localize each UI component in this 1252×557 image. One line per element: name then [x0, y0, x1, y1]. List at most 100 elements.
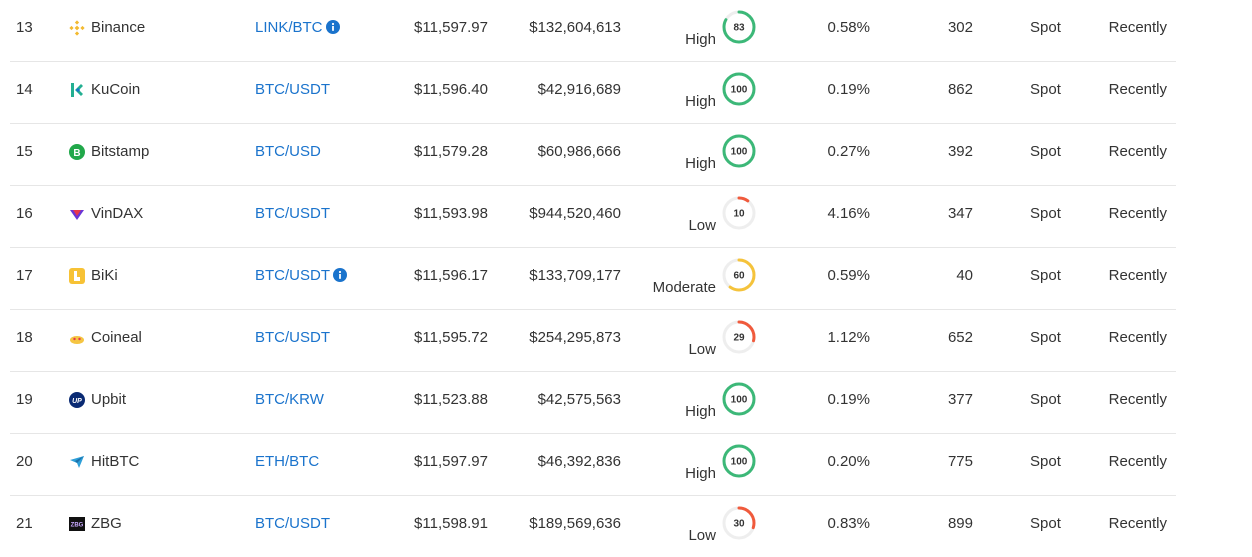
depth-cell: 0.58%: [827, 19, 870, 36]
svg-text:ZBG: ZBG: [71, 523, 84, 529]
pair-label: BTC/USDT: [255, 205, 330, 222]
volume-cell: $944,520,460: [529, 205, 621, 222]
pair-link[interactable]: ETH/BTC: [255, 453, 319, 471]
confidence-cell: 652: [947, 329, 973, 346]
market-type-cell: Spot: [1030, 143, 1061, 160]
vindax-icon: [69, 206, 85, 222]
table-row: 15 B Bitstamp BTC/USD $11,579.28 $60,986…: [10, 124, 1176, 186]
table-row: 18 Coineal BTC/USDT $11,595.72 $254,295,…: [10, 310, 1176, 372]
pair-link[interactable]: BTC/USDT: [255, 329, 330, 347]
confidence-cell: 302: [947, 19, 973, 36]
liquidity-score: 100: [731, 147, 748, 158]
price-cell: $11,597.97: [414, 19, 488, 36]
exchange-name: Upbit: [91, 391, 127, 408]
liquidity-label: Low: [688, 527, 716, 544]
pair-link[interactable]: BTC/KRW: [255, 391, 324, 409]
updated-cell: Recently: [1108, 205, 1167, 222]
rank-cell: 16: [16, 205, 33, 222]
price-cell: $11,596.40: [414, 81, 488, 98]
exchange-name: HitBTC: [91, 453, 140, 470]
confidence-cell: 377: [947, 391, 973, 408]
pair-link[interactable]: LINK/BTC: [255, 19, 340, 37]
depth-cell: 0.59%: [827, 267, 870, 284]
liquidity-gauge: 10: [722, 196, 756, 230]
exchange-name: Coineal: [91, 329, 142, 346]
table-row: 20 HitBTC ETH/BTC $11,597.97 $46,392,836…: [10, 434, 1176, 496]
volume-cell: $46,392,836: [537, 453, 621, 470]
depth-cell: 4.16%: [827, 205, 870, 222]
market-type-cell: Spot: [1030, 391, 1061, 408]
liquidity-label: High: [685, 403, 716, 420]
liquidity-gauge: 60: [722, 258, 756, 292]
price-cell: $11,595.72: [414, 329, 488, 346]
pair-link[interactable]: BTC/USD: [255, 143, 321, 161]
volume-cell: $132,604,613: [529, 19, 621, 36]
depth-cell: 0.20%: [827, 453, 870, 470]
pair-link[interactable]: BTC/USDT: [255, 81, 330, 99]
depth-cell: 0.83%: [827, 515, 870, 532]
upbit-icon: UP: [69, 392, 85, 408]
liquidity-label: High: [685, 93, 716, 110]
zbg-icon: ZBG: [69, 516, 85, 532]
pair-link[interactable]: BTC/USDT: [255, 267, 347, 285]
pair-label: BTC/USDT: [255, 267, 330, 284]
kucoin-icon: [69, 82, 85, 98]
market-type-cell: Spot: [1030, 205, 1061, 222]
volume-cell: $133,709,177: [529, 267, 621, 284]
updated-cell: Recently: [1108, 515, 1167, 532]
pair-link[interactable]: BTC/USDT: [255, 205, 330, 223]
liquidity-score: 30: [733, 519, 745, 530]
pair-link[interactable]: BTC/USDT: [255, 515, 330, 533]
pair-label: BTC/KRW: [255, 391, 324, 408]
liquidity-label: Moderate: [652, 279, 716, 296]
exchange-name: Binance: [91, 19, 146, 36]
updated-cell: Recently: [1108, 143, 1167, 160]
rank-cell: 13: [16, 19, 33, 36]
confidence-cell: 862: [947, 81, 973, 98]
liquidity-gauge: 83: [722, 10, 756, 44]
info-icon[interactable]: [333, 268, 347, 282]
liquidity-gauge: 29: [722, 320, 756, 354]
depth-cell: 1.12%: [827, 329, 870, 346]
price-cell: $11,598.91: [414, 515, 488, 532]
hitbtc-icon: [69, 454, 85, 470]
liquidity-gauge: 100: [722, 72, 756, 106]
pair-label: ETH/BTC: [255, 453, 320, 470]
table-row: 17 BiKi BTC/USDT $11,596.17 $133,709,177…: [10, 248, 1176, 310]
table-row: 19 UP Upbit BTC/KRW $11,523.88 $42,575,5…: [10, 372, 1176, 434]
rank-cell: 20: [16, 453, 33, 470]
depth-cell: 0.27%: [827, 143, 870, 160]
liquidity-score: 83: [733, 23, 745, 34]
exchange-name: VinDAX: [91, 205, 144, 222]
table-row: 16 VinDAX BTC/USDT $11,593.98 $944,520,4…: [10, 186, 1176, 248]
updated-cell: Recently: [1108, 329, 1167, 346]
updated-cell: Recently: [1108, 19, 1167, 36]
confidence-cell: 775: [947, 453, 973, 470]
svg-text:UP: UP: [72, 398, 82, 405]
price-cell: $11,593.98: [414, 205, 488, 222]
liquidity-score: 10: [733, 209, 745, 220]
rank-cell: 17: [16, 267, 33, 284]
liquidity-score: 100: [731, 395, 748, 406]
markets-table: 13 Binance LINK/BTC $11,597.97 $132,604,…: [10, 0, 1176, 557]
depth-cell: 0.19%: [827, 391, 870, 408]
liquidity-label: High: [685, 155, 716, 172]
market-type-cell: Spot: [1030, 19, 1061, 36]
liquidity-score: 100: [731, 457, 748, 468]
liquidity-score: 100: [731, 85, 748, 96]
updated-cell: Recently: [1108, 453, 1167, 470]
price-cell: $11,579.28: [414, 143, 488, 160]
volume-cell: $189,569,636: [529, 515, 621, 532]
liquidity-gauge: 100: [722, 444, 756, 478]
confidence-cell: 392: [947, 143, 973, 160]
info-icon[interactable]: [325, 20, 340, 34]
confidence-cell: 347: [947, 205, 973, 222]
liquidity-score: 29: [733, 333, 745, 344]
price-cell: $11,597.97: [414, 453, 488, 470]
pair-label: BTC/USD: [255, 143, 321, 160]
liquidity-label: Low: [688, 341, 716, 358]
rank-cell: 15: [16, 143, 33, 160]
liquidity-score: 60: [733, 271, 745, 282]
table-row: 13 Binance LINK/BTC $11,597.97 $132,604,…: [10, 0, 1176, 62]
volume-cell: $254,295,873: [529, 329, 621, 346]
